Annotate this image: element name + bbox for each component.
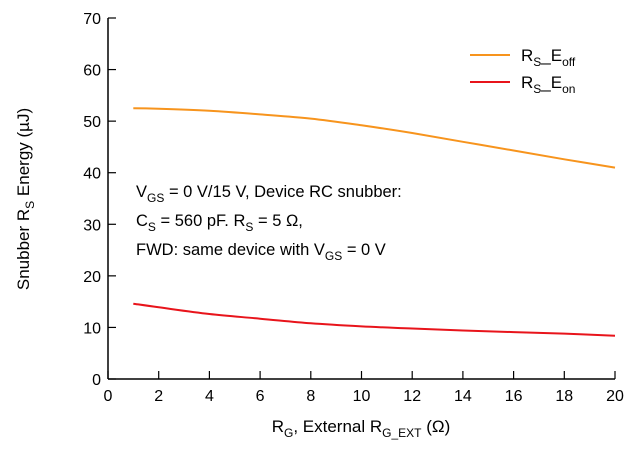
legend-label-eon: RS_Eon — [521, 73, 575, 96]
x-tick-label: 18 — [555, 388, 573, 405]
x-tick-label: 2 — [154, 388, 163, 405]
x-tick-label: 8 — [306, 388, 315, 405]
annotation-background — [128, 175, 498, 267]
x-tick-label: 10 — [353, 388, 371, 405]
annotation: VGS = 0 V/15 V, Device RC snubber: CS = … — [136, 183, 402, 263]
legend: RS_Eoff RS_Eon — [470, 46, 576, 96]
x-tick-label: 12 — [403, 388, 421, 405]
y-tick-label: 20 — [83, 269, 101, 286]
x-tick-label: 0 — [104, 388, 113, 405]
annotation-line-2: CS = 560 pF. RS = 5 Ω, — [136, 212, 303, 234]
y-tick-label: 30 — [83, 217, 101, 234]
x-tick-label: 20 — [606, 388, 624, 405]
x-tick-label: 14 — [454, 388, 472, 405]
y-tick-label: 0 — [92, 372, 101, 389]
y-axis-title: Snubber RS Energy (µJ) — [14, 108, 37, 290]
plot-area: 0 10 20 30 40 50 60 70 0 2 4 6 8 10 12 14 16 18 20 — [83, 11, 624, 405]
series-line-eoff — [133, 107, 616, 169]
y-tick-label: 50 — [83, 114, 101, 131]
x-ticks: 0 2 4 6 8 10 12 14 16 18 20 — [104, 371, 624, 405]
y-tick-label: 10 — [83, 320, 101, 337]
x-tick-label: 6 — [256, 388, 265, 405]
annotation-line-1: VGS = 0 V/15 V, Device RC snubber: — [136, 183, 402, 205]
annotation-line-3: FWD: same device with VGS = 0 V — [136, 241, 386, 263]
x-tick-label: 16 — [505, 388, 523, 405]
series-layer — [133, 107, 616, 337]
x-tick-label: 4 — [205, 388, 214, 405]
y-tick-label: 70 — [83, 11, 101, 28]
y-tick-label: 60 — [83, 63, 101, 80]
x-axis-title: RG, External RG_EXT (Ω) — [272, 417, 451, 440]
series-line-eon — [133, 302, 616, 337]
legend-label-eoff: RS_Eoff — [521, 46, 576, 69]
y-tick-label: 40 — [83, 166, 101, 183]
y-ticks: 0 10 20 30 40 50 60 70 — [83, 11, 116, 389]
